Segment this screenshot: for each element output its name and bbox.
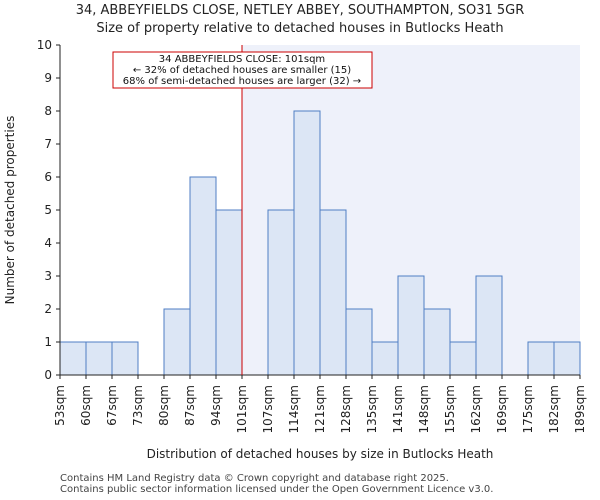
bar-141sqm [397,275,425,376]
x-tick-label-101sqm: 101sqm [235,385,249,433]
annotation-line-3: 68% of semi-detached houses are larger (… [123,76,361,87]
x-tick-label-80sqm: 80sqm [157,385,171,426]
bar-135sqm [371,341,399,376]
bar-60sqm [85,341,113,376]
x-axis-label: Distribution of detached houses by size … [147,447,494,461]
x-tick-label-148sqm: 148sqm [417,385,431,433]
bar-53sqm [59,341,87,376]
bar-155sqm [449,341,477,376]
annotation-layer: 34 ABBEYFIELDS CLOSE: 101sqm ← 32% of de… [112,51,373,89]
chart-title: 34, ABBEYFIELDS CLOSE, NETLEY ABBEY, SOU… [75,3,525,18]
x-tick-label-155sqm: 155sqm [443,385,457,433]
bars-layer [59,110,581,376]
y-tick-label-7: 7 [44,137,52,151]
bar-162sqm [475,275,503,376]
x-tick-label-128sqm: 128sqm [339,385,353,433]
y-tick-label-8: 8 [44,104,52,118]
bar-94sqm [215,209,243,376]
bar-121sqm [319,209,347,376]
y-tick-label-10: 10 [37,38,52,52]
y-tick-label-4: 4 [44,236,52,250]
annotation-box [112,51,373,89]
x-tick-label-107sqm: 107sqm [261,385,275,433]
footer-line-1: Contains HM Land Registry data © Crown c… [60,473,449,484]
x-tick-label-67sqm: 67sqm [105,385,119,426]
x-tick-label-94sqm: 94sqm [209,385,223,426]
y-tick-label-3: 3 [44,269,52,283]
bar-80sqm [163,308,191,376]
bar-148sqm [423,308,451,376]
x-tick-label-162sqm: 162sqm [469,385,483,433]
x-tick-label-141sqm: 141sqm [391,385,405,433]
footer-line-2: Contains public sector information licen… [60,484,494,495]
annotation-line-1: 34 ABBEYFIELDS CLOSE: 101sqm [159,54,325,65]
bar-107sqm [267,209,295,376]
y-tick-label-1: 1 [44,335,52,349]
bar-175sqm [527,341,555,376]
axes-layer: 0 1 2 3 4 5 6 7 8 9 10 53sqm 60sqm 67sqm 73sqm 80sqm 87s… [37,38,587,433]
x-tick-label-182sqm: 182sqm [547,385,561,433]
y-tick-label-5: 5 [44,203,52,217]
x-tick-label-121sqm: 121sqm [313,385,327,433]
x-tick-label-60sqm: 60sqm [79,385,93,426]
x-tick-label-114sqm: 114sqm [287,385,301,433]
annotation-line-2: ← 32% of detached houses are smaller (15… [133,65,351,76]
bar-182sqm [553,341,581,376]
y-tick-label-9: 9 [44,71,52,85]
x-tick-label-135sqm: 135sqm [365,385,379,433]
x-tick-label-87sqm: 87sqm [183,385,197,426]
y-tick-label-2: 2 [44,302,52,316]
bar-114sqm [293,110,321,376]
bar-67sqm [111,341,139,376]
x-tick-label-169sqm: 169sqm [495,385,509,433]
x-tick-label-189sqm: 189sqm [573,385,587,433]
x-tick-label-53sqm: 53sqm [53,385,67,426]
y-axis-label: Number of detached properties [3,116,17,305]
chart-subtitle: Size of property relative to detached ho… [96,21,504,36]
x-tick-label-175sqm: 175sqm [521,385,535,433]
bar-128sqm [345,308,373,376]
y-tick-label-6: 6 [44,170,52,184]
y-tick-label-0: 0 [44,368,52,382]
x-tick-label-73sqm: 73sqm [131,385,145,426]
bar-87sqm [189,176,217,376]
